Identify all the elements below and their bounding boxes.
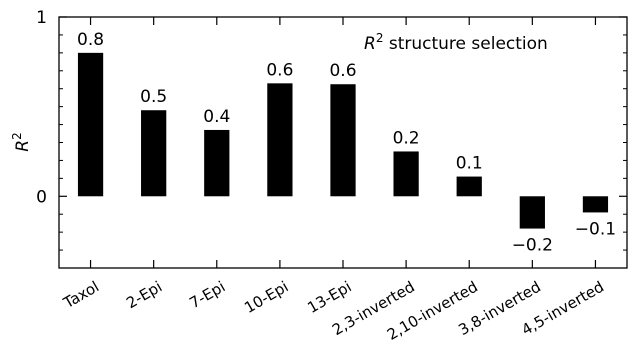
y-axis: 01 [36,8,627,269]
x-tick-label: 13-Epi [304,278,354,317]
chart-title: R2 structure selection [364,31,548,54]
bar [393,151,419,197]
data-label: 0.8 [77,30,104,50]
bar [582,196,609,213]
bar [267,83,293,197]
bar [204,129,230,197]
data-label: −0.2 [512,236,553,256]
bar [456,176,482,197]
data-label: 0.2 [393,128,420,148]
bar [77,52,104,197]
x-tick-label: 10-Epi [241,278,291,317]
x-tick-label: 2-Epi [123,278,165,313]
bars [77,52,609,229]
data-label: −0.1 [575,219,616,239]
data-label: 0.6 [329,61,356,81]
x-tick-label: Taxol [60,278,102,313]
bar [330,84,356,197]
bar [141,110,167,197]
x-tick-label: 7-Epi [186,278,228,313]
bar [519,196,545,229]
data-label: 0.4 [203,107,230,127]
y-axis-label: R2 [10,132,33,151]
data-label: 0.1 [456,154,483,174]
y-tick-label: 1 [36,8,47,28]
data-label: 0.6 [266,60,293,80]
data-label: 0.5 [140,87,167,107]
y-tick-label: 0 [36,187,47,207]
bar-labels: 0.8 0.5 0.4 0.6 0.6 0.2 0.1 −0.2 −0.1 [77,30,616,256]
